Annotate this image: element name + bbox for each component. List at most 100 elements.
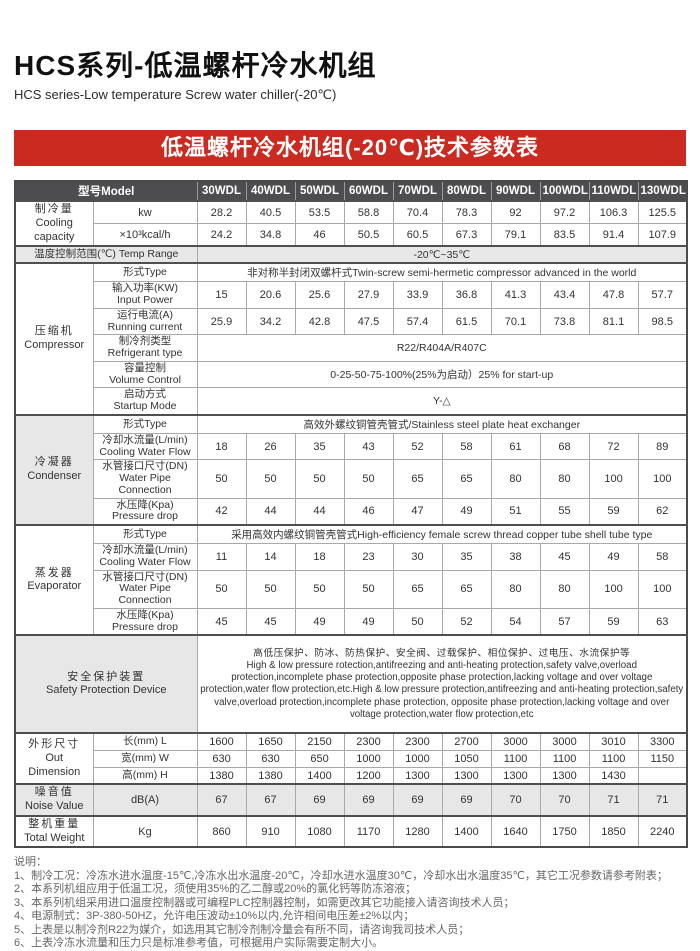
value-cell: 57 [539,607,590,636]
value-cell: 47.8 [588,281,639,309]
condenser-flow-label: 冷却水流量(L/min) Cooling Water Flow [92,432,198,461]
model-column-header: 110WDL [588,181,639,202]
running-current-label: 运行电流(A) Running current [92,307,198,336]
value-cell: 1000 [343,749,394,768]
value-cell: 35 [294,432,345,461]
value-cell: 68 [539,432,590,461]
value-cell: 54 [490,607,541,636]
volume-control-row: 容量控制 Volume Control 0-25-50-75-100%(25%为… [15,360,688,389]
dimension-length-label: 长(mm) L [92,732,198,751]
value-cell: 97.2 [539,200,590,225]
value-cell: 42 [196,497,247,526]
notes-list: 1、制冷工况：冷冻水进水温度-15℃,冷冻水出水温度-20℃，冷却水进水温度30… [14,870,686,951]
refrigerant-label: 制冷剂类型 Refrigerant type [92,334,198,362]
value-cell: 3010 [588,732,639,751]
value-cell: 630 [196,749,247,768]
condenser-type-value: 高效外螺纹铜管壳管式/Stainless steel plate heat ex… [196,413,688,434]
safety-label: 安全保护装置 Safety Protection Device [14,634,198,734]
value-cell: 47 [392,497,443,526]
value-cell: 27.9 [343,281,394,309]
value-cell: 70.1 [490,307,541,336]
model-column-header: 70WDL [392,181,443,202]
value-cell: 89 [637,432,688,461]
dimension-label-zh: 外形尺寸 [28,738,81,751]
value-cell: 92 [490,200,541,225]
note-item: 4、电源制式：3P-380-50HZ，允许电压波动±10%以内,允许相间电压差±… [14,910,415,923]
value-cell: 1400 [294,766,345,785]
safety-row: 安全保护装置 Safety Protection Device 高低压保护、防冰… [14,634,688,734]
compressor-type-value: 非对称半封闭双螺杆式Twin-screw semi-hermetic compr… [196,262,688,283]
value-cell: 1100 [588,749,639,768]
kcal-unit-label: ×10³kcal/h [92,223,198,247]
value-cell: 44 [245,497,296,526]
value-cell: 1280 [392,814,443,848]
model-column-header: 50WDL [294,181,345,202]
value-cell: 1750 [539,814,590,848]
value-cell: 57.7 [637,281,688,309]
value-cell: 25.9 [196,307,247,336]
page-title: HCS系列-低温螺杆冷水机组 [14,50,377,81]
evaporator-flow-label: 冷却水流量(L/min) Cooling Water Flow [92,543,198,571]
value-cell: 38 [490,543,541,571]
refrigerant-label-zh: 制冷剂类型 [118,335,172,348]
value-cell: 1650 [245,732,296,751]
condenser-flow-label-zh: 冷却水流量(L/min) [102,433,188,446]
startup-mode-value: Y-△ [196,387,688,416]
value-cell: 67 [196,783,247,817]
evaporator-pipe-row: 水管接口尺寸(DN) Water Pipe Connection 50 50 50 5… [15,569,688,609]
value-cell: 1600 [196,732,247,751]
cooling-capacity-label-en: Cooling capacity [34,216,75,243]
compressor-label-zh: 压缩机 [34,325,74,338]
note-item: 2、本系列机组应用于低温工况，须使用35%的乙二醇或20%的氯化钙等防冻溶液； [14,883,417,896]
value-cell: 2300 [343,732,394,751]
value-cell: 50 [343,569,394,609]
value-cell [637,766,688,785]
volume-control-label-en: Volume Control [109,373,181,386]
value-cell: 80 [539,459,590,499]
value-cell: 107.9 [637,223,688,247]
value-cell: 50 [392,607,443,636]
model-column-header: 100WDL [539,181,590,202]
value-cell: 83.5 [539,223,590,247]
cooling-kcal-row: ×10³kcal/h 24.2 34.8 46 50.5 60.5 67.3 79.1 83.… [15,223,688,247]
condenser-pipe-row: 水管接口尺寸(DN) Water Pipe Connection 50 50 50 5… [15,459,688,499]
value-cell: 49 [588,543,639,571]
condenser-flow-row: 冷却水流量(L/min) Cooling Water Flow 18 26 35 43… [15,432,688,461]
evaporator-drop-label: 水压降(Kpa) Pressure drop [92,607,198,636]
value-cell: 860 [196,814,247,848]
evaporator-type-label: 形式Type [92,524,198,545]
value-cell: 58 [441,432,492,461]
note-item: 5、上表是以制冷剂R22为媒介，如选用其它制冷剂制冷量会有所不同，请咨询我司技术… [14,923,470,936]
running-current-label-zh: 运行电流(A) [117,308,173,321]
model-column-header: 90WDL [490,181,541,202]
kw-unit-label: kw [92,200,198,225]
startup-mode-label: 启动方式 Startup Mode [92,387,198,416]
value-cell: 1000 [392,749,443,768]
value-cell: 45 [196,607,247,636]
dimension-length-row: 外形尺寸 Out Dimension 长(mm) L 1600 1650 2150 2… [14,732,688,785]
value-cell: 49 [294,607,345,636]
model-header-cell: 型号Model [14,181,198,202]
value-cell: 1300 [490,766,541,785]
compressor-type-row: 压缩机 Compressor 形式Type 非对称半封闭双螺杆式Twin-scr… [14,262,688,416]
condenser-flow-label-en: Cooling Water Flow [99,445,191,458]
value-cell: 1380 [196,766,247,785]
value-cell: 46 [294,223,345,247]
refrigerant-row: 制冷剂类型 Refrigerant type R22/R404A/R407C [15,334,688,362]
value-cell: 45 [245,607,296,636]
value-cell: 1100 [490,749,541,768]
value-cell: 50 [245,459,296,499]
safety-label-zh: 安全保护装置 [67,670,146,683]
evaporator-pipe-label: 水管接口尺寸(DN) Water Pipe Connection [92,569,198,609]
value-cell: 18 [196,432,247,461]
value-cell: 69 [343,783,394,817]
value-cell: 67 [245,783,296,817]
value-cell: 125.5 [637,200,688,225]
model-column-header: 80WDL [441,181,492,202]
value-cell: 80 [539,569,590,609]
value-cell: 80 [490,569,541,609]
value-cell: 100 [637,459,688,499]
page: HCS系列-低温螺杆冷水机组 HCS series-Low temperatur… [14,50,689,949]
value-cell: 80 [490,459,541,499]
value-cell: 2700 [441,732,492,751]
